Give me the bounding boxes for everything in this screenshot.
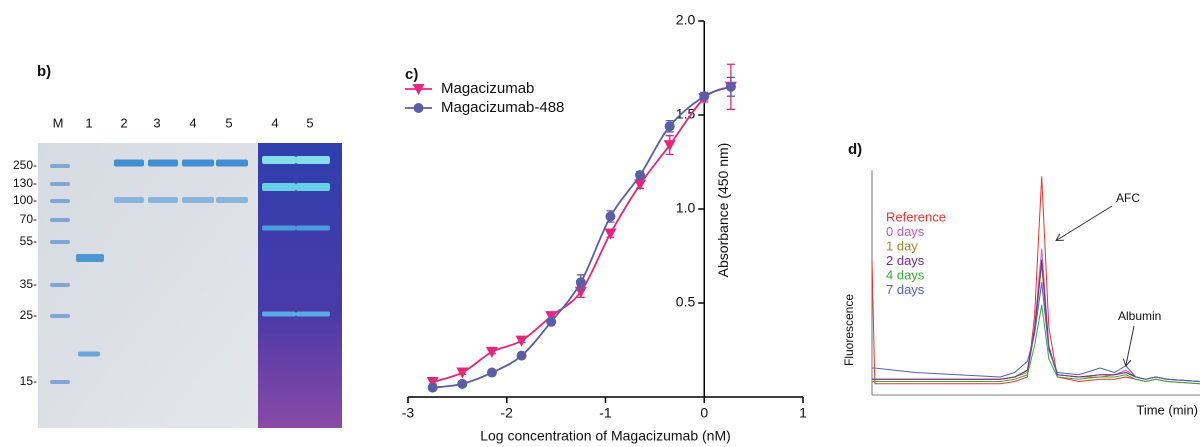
x-axis-label: Log concentration of Magacizumab (nM) (480, 428, 731, 444)
data-point (635, 170, 646, 181)
gel-image (38, 143, 258, 428)
gel-band (50, 218, 70, 222)
y-axis-label: Fluorescence (842, 294, 856, 366)
data-point (516, 350, 527, 361)
lane-label: 1 (85, 115, 92, 130)
legend-label: 1 day (886, 238, 918, 253)
data-point (426, 376, 439, 388)
data-point (456, 367, 469, 379)
data-point (663, 140, 676, 152)
lane-label: 2 (120, 115, 127, 130)
y-axis-label: Absorbance (450 nm) (715, 143, 731, 278)
gel-band (262, 311, 296, 317)
data-point (427, 382, 438, 393)
gel-band (262, 183, 296, 191)
legend-label: 4 days (886, 267, 925, 282)
gel-band (148, 159, 178, 167)
x-tick-label: -2 (501, 405, 514, 421)
y-tick-label: 2.0 (676, 12, 696, 28)
panel-label: b) (37, 63, 51, 80)
legend-label: Magacizumab (441, 80, 534, 97)
annotation-arrow (1126, 325, 1135, 365)
gel-band (182, 197, 214, 203)
fit-curve (432, 85, 732, 389)
gel-band (50, 380, 70, 384)
gel-band (114, 159, 144, 167)
legend-label: 2 days (886, 253, 925, 268)
y-tick-label: 1.0 (676, 200, 696, 216)
data-point (604, 228, 617, 240)
marker-label: 25- (20, 308, 37, 322)
data-point (605, 211, 616, 222)
data-point (699, 91, 710, 102)
gel-band (76, 254, 104, 262)
x-tick-label: 1 (799, 405, 807, 421)
data-point (457, 378, 468, 389)
data-point (545, 311, 558, 323)
gel-band (50, 240, 70, 244)
legend-label: 0 days (886, 224, 925, 239)
data-point (664, 121, 675, 132)
marker-label: 55- (20, 234, 37, 248)
x-tick-label: -1 (599, 405, 612, 421)
lane-label: 4 (271, 115, 278, 130)
gel-band (296, 311, 330, 317)
data-point (486, 367, 497, 378)
legend-label: Reference (886, 209, 946, 224)
x-tick-label: 0 (700, 405, 708, 421)
gel-band (216, 159, 248, 167)
annotation: AFC (1116, 191, 1140, 205)
marker-label: 35- (20, 277, 37, 291)
marker-label: 250- (13, 158, 37, 172)
gel-band (78, 351, 100, 357)
gel-band (50, 182, 70, 186)
data-point (575, 277, 586, 288)
legend-marker (412, 84, 425, 95)
data-point (546, 316, 557, 327)
panel-label: c) (405, 66, 418, 83)
legend-label: 7 days (886, 282, 925, 297)
lane-label: 3 (153, 115, 160, 130)
x-axis-label: Time (min) (1136, 402, 1198, 417)
gel-band (50, 199, 70, 203)
x-tick-label: -3 (402, 405, 415, 421)
marker-label: 70- (20, 212, 37, 226)
marker-label: 130- (13, 176, 37, 190)
gel-band (296, 225, 330, 231)
lane-label: 5 (306, 115, 313, 130)
lane-label: M (53, 115, 64, 130)
gel-band (182, 159, 214, 167)
gel-band (50, 283, 70, 287)
y-tick-label: 0.5 (676, 294, 696, 310)
data-point (725, 81, 736, 92)
y-tick-label: 1.5 (676, 106, 696, 122)
gel-band (50, 164, 70, 168)
data-point (634, 179, 647, 191)
gel-band (50, 314, 70, 318)
legend-label: Magacizumab-488 (441, 99, 564, 116)
gel-band (262, 156, 296, 164)
marker-label: 15- (20, 374, 37, 388)
trace (872, 282, 1200, 382)
gel-band (262, 225, 296, 231)
annotation: Albumin (1118, 309, 1161, 323)
trace (872, 304, 1200, 385)
data-point (515, 335, 528, 347)
annotation-arrow (1057, 205, 1113, 240)
lane-label: 5 (225, 115, 232, 130)
data-point (485, 346, 498, 358)
fit-curve (432, 85, 732, 383)
marker-label: 100- (13, 193, 37, 207)
gel-band (216, 197, 248, 203)
gel-band (296, 156, 330, 164)
gel-band (296, 183, 330, 191)
gel-band (148, 197, 178, 203)
panel-label: d) (848, 141, 862, 158)
gel-band (114, 197, 144, 203)
lane-label: 4 (189, 115, 196, 130)
legend-marker (413, 103, 424, 113)
